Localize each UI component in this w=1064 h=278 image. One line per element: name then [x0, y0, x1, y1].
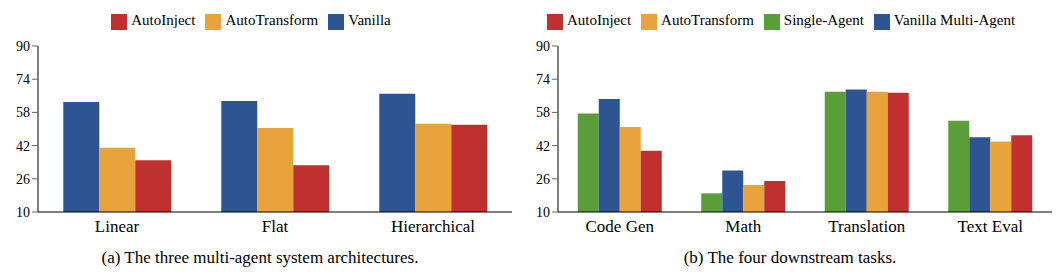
svg-text:Code Gen: Code Gen [586, 217, 655, 236]
svg-text:Linear: Linear [95, 217, 140, 236]
svg-text:42: 42 [16, 139, 30, 154]
svg-text:90: 90 [536, 39, 550, 54]
svg-text:74: 74 [16, 72, 30, 87]
svg-text:Flat: Flat [262, 217, 289, 236]
svg-text:10: 10 [536, 205, 550, 220]
svg-text:74: 74 [536, 72, 550, 87]
svg-text:Hierarchical: Hierarchical [391, 217, 475, 236]
html-text:(a) The three multi-agent syst: (a) The three multi-agent system archite… [101, 248, 419, 267]
svg-text:58: 58 [16, 105, 30, 120]
svg-text:10: 10 [16, 205, 30, 220]
svg-text:Math: Math [725, 217, 761, 236]
svg-text:26: 26 [536, 172, 550, 187]
html-text:AutoTransform: AutoTransform [225, 12, 319, 28]
html-text:AutoInject: AutoInject [131, 12, 196, 28]
svg-text:58: 58 [536, 105, 550, 120]
html-text:AutoTransform: AutoTransform [661, 12, 754, 28]
html-text:Vanilla Multi-Agent: Vanilla Multi-Agent [893, 12, 1016, 28]
html-text:Single-Agent: Single-Agent [783, 12, 864, 28]
svg-text:Translation: Translation [828, 217, 905, 236]
svg-text:Text Eval: Text Eval [958, 217, 1024, 236]
html-text:Vanilla: Vanilla [348, 12, 391, 28]
html-text:(b) The four downstream tasks.: (b) The four downstream tasks. [683, 248, 897, 267]
svg-text:42: 42 [536, 139, 550, 154]
svg-text:26: 26 [16, 172, 30, 187]
svg-text:90: 90 [16, 39, 30, 54]
html-text:AutoInject: AutoInject [566, 12, 632, 28]
